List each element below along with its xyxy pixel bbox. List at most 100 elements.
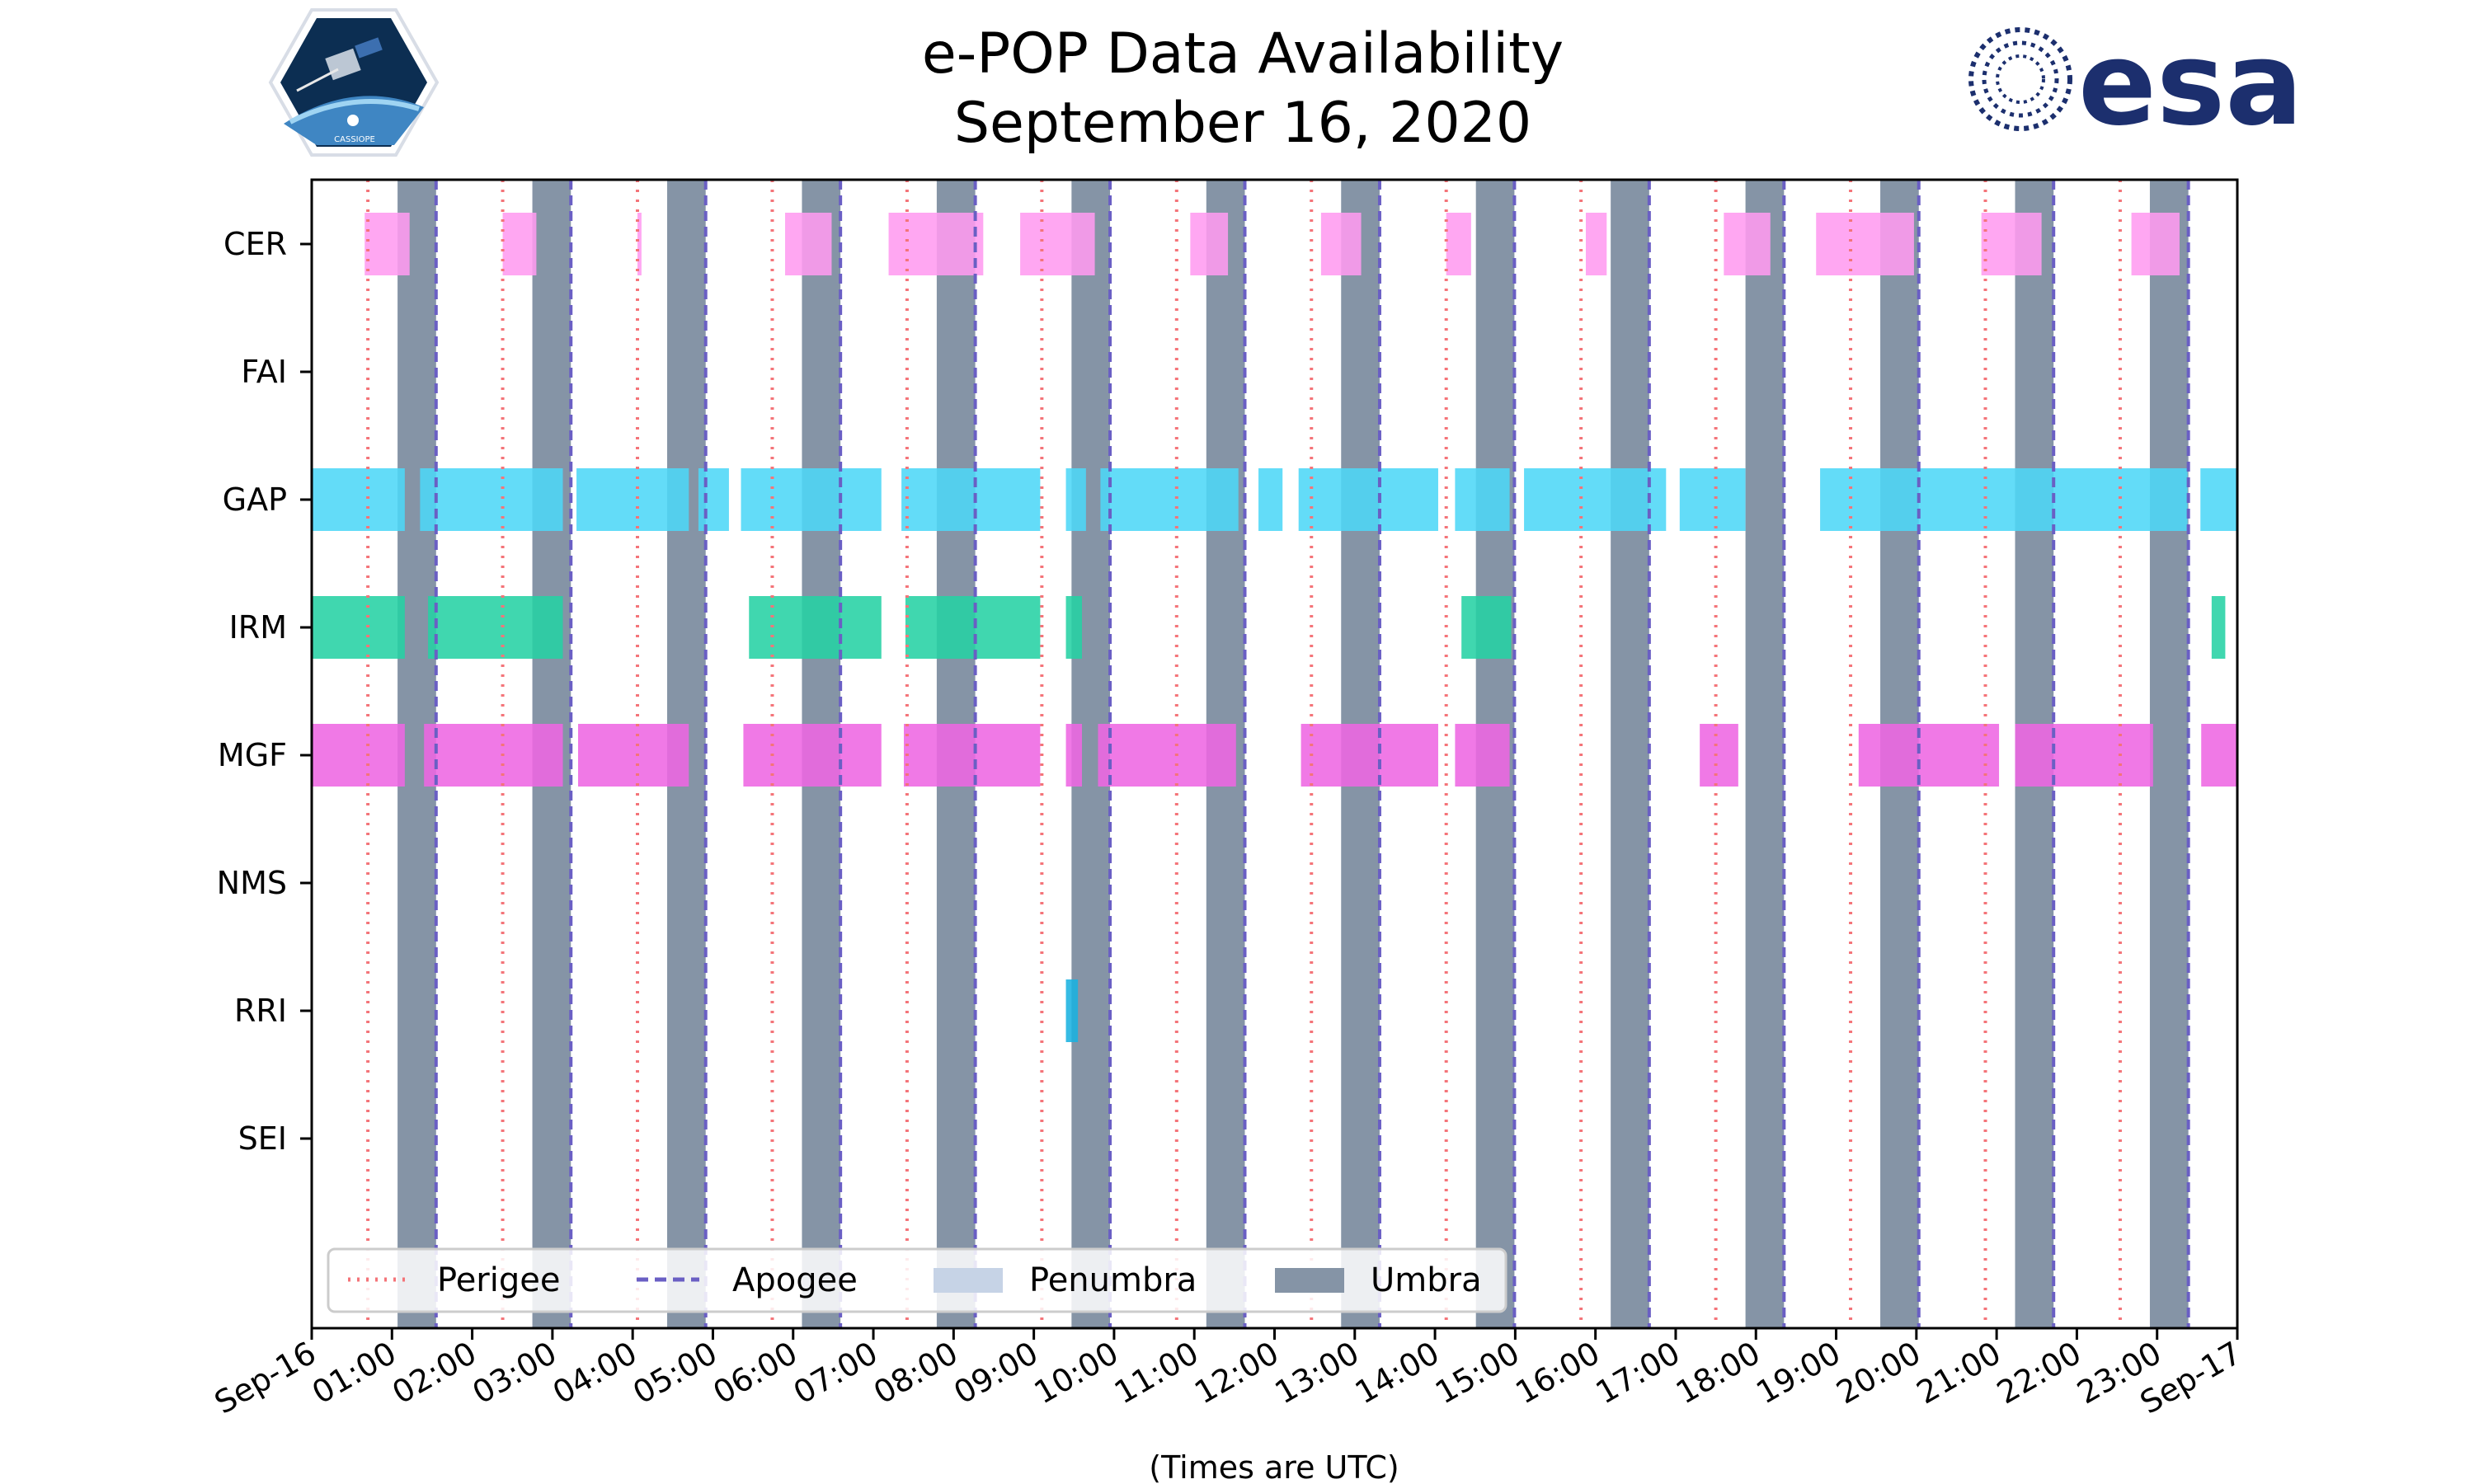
availability-bar-mgf xyxy=(312,724,405,787)
x-axis: Sep-1601:0002:0003:0004:0005:0006:0007:0… xyxy=(209,1328,2248,1421)
availability-bar-cer xyxy=(2131,213,2180,275)
legend-apogee-label: Apogee xyxy=(732,1261,858,1299)
x-tick-label: 14:00 xyxy=(1349,1335,1446,1411)
y-axis: CER FAI GAP IRM MGF NMS RRI SEI xyxy=(217,226,312,1157)
x-tick-label: 08:00 xyxy=(868,1335,964,1411)
y-tick-label-cer: CER xyxy=(223,226,287,262)
availability-bar-cer xyxy=(502,213,537,275)
availability-bar-cer xyxy=(1320,213,1362,275)
legend-perigee-label: Perigee xyxy=(437,1261,560,1299)
availability-bar-cer xyxy=(888,213,984,275)
availability-bar-cer xyxy=(1190,213,1229,275)
availability-bar-gap xyxy=(1258,468,1283,531)
availability-bar-mgf xyxy=(2201,724,2237,787)
availability-bar-cer xyxy=(1446,213,1471,275)
y-tick-label-mgf: MGF xyxy=(218,737,287,773)
cassiope-logo: CASSIOPE xyxy=(268,8,440,157)
chart-title-line2: September 16, 2020 xyxy=(954,91,1531,156)
y-tick-label-fai: FAI xyxy=(241,354,287,390)
availability-bar-gap xyxy=(420,468,563,531)
availability-bar-gap xyxy=(312,468,405,531)
availability-bar-gap xyxy=(2200,468,2237,531)
availability-bar-irm xyxy=(312,596,405,659)
x-tick-label: 03:00 xyxy=(467,1335,563,1411)
x-tick-label: 07:00 xyxy=(788,1335,884,1411)
x-tick-label: 12:00 xyxy=(1188,1335,1285,1411)
availability-bar-cer xyxy=(1724,213,1771,275)
availability-bar-mgf xyxy=(1098,724,1236,787)
x-tick-label: 02:00 xyxy=(386,1335,482,1411)
x-tick-label: 10:00 xyxy=(1028,1335,1125,1411)
availability-bar-mgf xyxy=(1700,724,1738,787)
availability-bar-gap xyxy=(1820,468,2188,531)
availability-bar-cer xyxy=(365,213,410,275)
availability-bar-mgf xyxy=(743,724,882,787)
availability-bar-gap xyxy=(698,468,729,531)
availability-bar-mgf xyxy=(2015,724,2153,787)
availability-bar-mgf xyxy=(1858,724,2000,787)
availability-bar-mgf xyxy=(424,724,563,787)
x-tick-label: 16:00 xyxy=(1509,1335,1606,1411)
availability-bar-mgf xyxy=(904,724,1041,787)
orbit-lines-layer xyxy=(366,180,2190,1328)
legend-umbra-label: Umbra xyxy=(1371,1261,1482,1299)
esa-logo: esa xyxy=(1968,17,2303,152)
esa-logo-text: esa xyxy=(2078,17,2303,152)
availability-bar-irm xyxy=(1065,596,1082,659)
availability-bar-cer xyxy=(1816,213,1914,275)
umbra-band xyxy=(1745,180,1785,1328)
availability-bar-gap xyxy=(901,468,1041,531)
availability-bar-irm xyxy=(1461,596,1512,659)
x-axis-label: (Times are UTC) xyxy=(1149,1449,1399,1484)
x-tick-label: 17:00 xyxy=(1590,1335,1686,1411)
x-tick-label: 20:00 xyxy=(1830,1335,1926,1411)
availability-bar-cer xyxy=(785,213,832,275)
availability-bar-rri xyxy=(1065,979,1079,1042)
availability-bar-cer xyxy=(1585,213,1607,275)
availability-bar-gap xyxy=(1298,468,1438,531)
availability-bar-cer xyxy=(637,213,642,275)
legend-penumbra-swatch xyxy=(934,1268,1003,1293)
x-tick-label: 18:00 xyxy=(1670,1335,1766,1411)
plot-area xyxy=(310,178,2239,1330)
chart-title-line1: e-POP Data Availability xyxy=(922,21,1564,87)
legend-box xyxy=(327,1247,1507,1313)
availability-bar-gap xyxy=(741,468,882,531)
availability-bar-gap xyxy=(1455,468,1510,531)
availability-bar-irm xyxy=(428,596,563,659)
legend-penumbra-label: Penumbra xyxy=(1029,1261,1197,1299)
availability-bar-mgf xyxy=(1455,724,1510,787)
availability-bar-gap xyxy=(1065,468,1086,531)
umbra-band xyxy=(2149,180,2189,1328)
umbra-band xyxy=(1611,180,1649,1328)
availability-bar-gap xyxy=(1679,468,1746,531)
availability-bar-mgf xyxy=(578,724,689,787)
x-tick-label: 15:00 xyxy=(1429,1335,1526,1411)
availability-bars-layer xyxy=(312,213,2237,1042)
x-tick-label: 09:00 xyxy=(948,1335,1044,1411)
x-tick-label: 21:00 xyxy=(1911,1335,2007,1411)
x-tick-label: Sep-16 xyxy=(209,1335,322,1421)
availability-bar-cer xyxy=(1020,213,1095,275)
cassiope-logo-text: CASSIOPE xyxy=(334,135,375,144)
y-tick-label-gap: GAP xyxy=(223,481,287,518)
availability-bar-irm xyxy=(2211,596,2226,659)
availability-bar-gap xyxy=(576,468,689,531)
x-tick-label: 13:00 xyxy=(1268,1335,1365,1411)
availability-bar-gap xyxy=(1524,468,1667,531)
availability-bar-gap xyxy=(1100,468,1239,531)
availability-bar-irm xyxy=(905,596,1041,659)
y-tick-label-rri: RRI xyxy=(234,993,287,1029)
x-tick-label: 22:00 xyxy=(1991,1335,2087,1411)
y-tick-label-irm: IRM xyxy=(229,609,287,646)
x-tick-label: 19:00 xyxy=(1750,1335,1846,1411)
availability-bar-mgf xyxy=(1065,724,1082,787)
y-tick-label-sei: SEI xyxy=(238,1120,287,1157)
x-tick-label: 06:00 xyxy=(707,1335,803,1411)
x-tick-label: 05:00 xyxy=(627,1335,723,1411)
availability-bar-cer xyxy=(1981,213,2042,275)
availability-bar-mgf xyxy=(1300,724,1438,787)
legend: Perigee Apogee Penumbra Umbra xyxy=(327,1247,1507,1313)
x-tick-label: 01:00 xyxy=(306,1335,402,1411)
